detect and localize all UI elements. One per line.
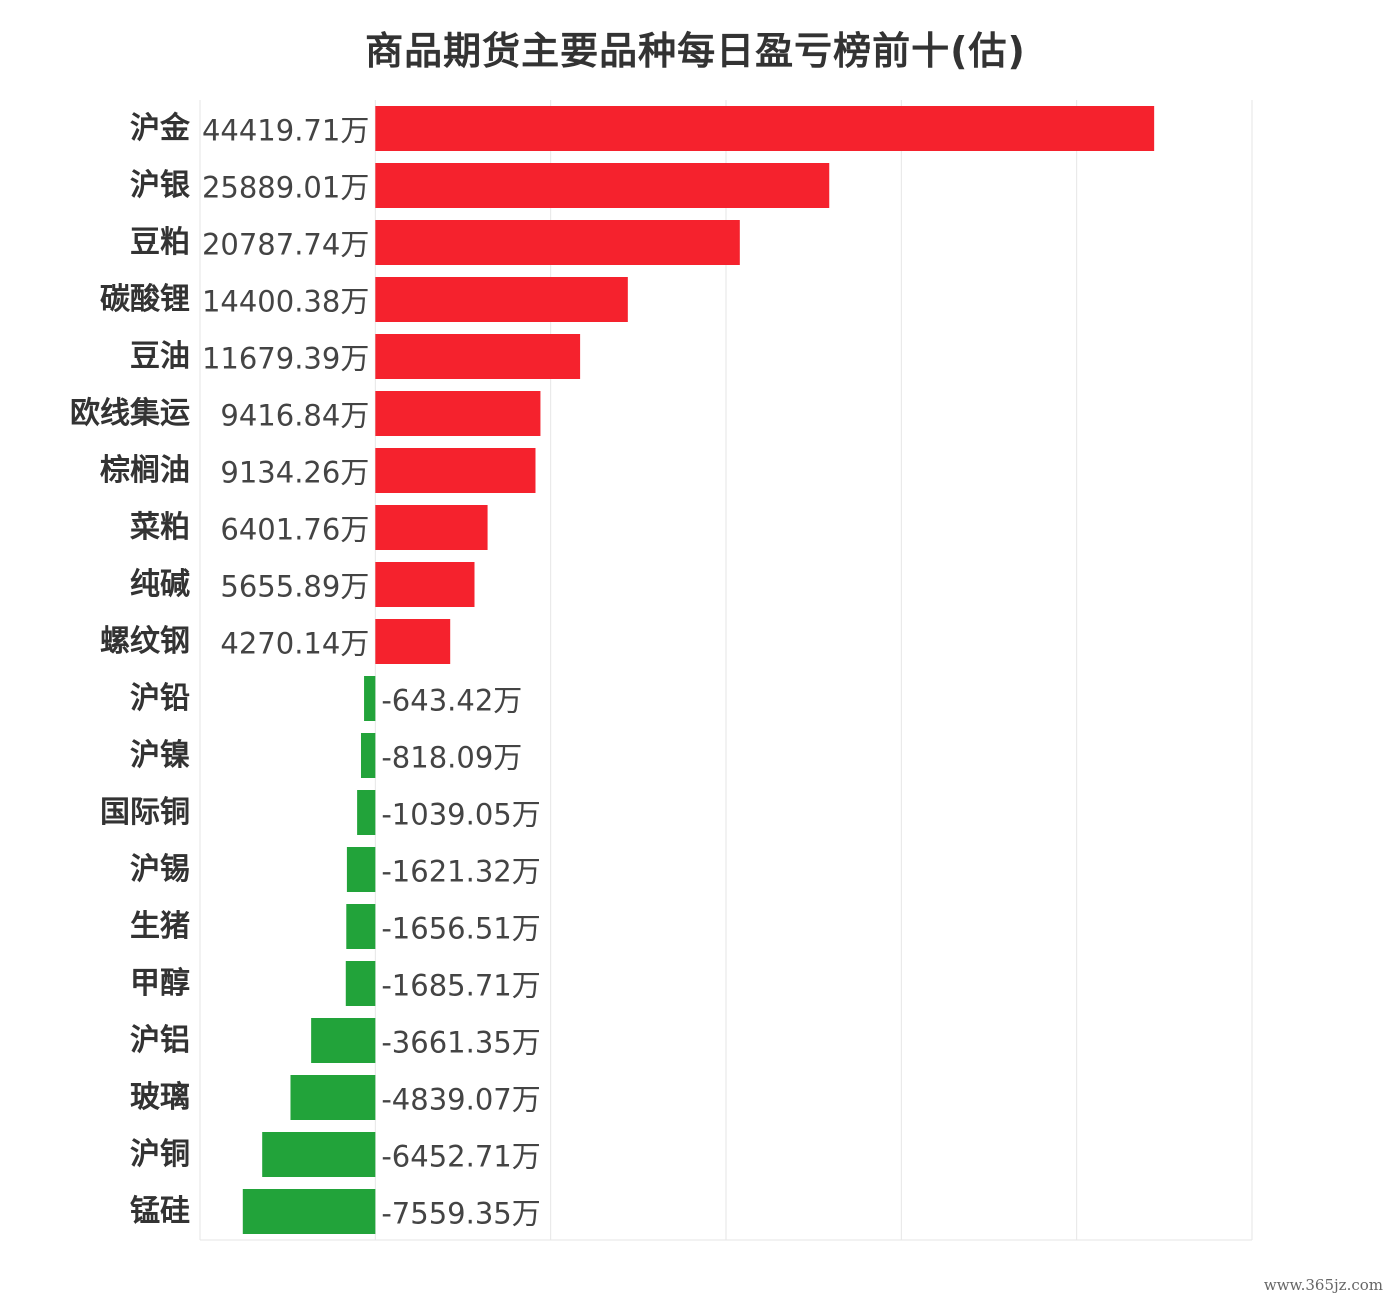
category-label: 豆粕	[130, 225, 190, 260]
bar-profit	[375, 163, 830, 208]
bar-profit	[375, 391, 541, 436]
bar-profit	[375, 277, 628, 322]
category-label: 国际铜	[100, 795, 190, 830]
category-label: 生猪	[130, 909, 190, 944]
category-label: 纯碱	[130, 567, 190, 602]
chart-title: 商品期货主要品种每日盈亏榜前十(估)	[365, 29, 1026, 73]
value-label: 20787.74万	[202, 228, 369, 262]
value-label: -818.09万	[381, 741, 522, 775]
value-label: 4270.14万	[220, 627, 369, 661]
bar-loss	[262, 1132, 376, 1177]
bars	[242, 106, 1155, 1234]
category-label: 沪铜	[130, 1137, 190, 1172]
value-label: -4839.07万	[381, 1083, 540, 1117]
bar-loss	[311, 1018, 376, 1063]
value-label: 11679.39万	[202, 342, 369, 376]
category-label: 甲醇	[130, 966, 190, 1001]
category-label: 锰硅	[130, 1194, 190, 1229]
value-label: -7559.35万	[381, 1197, 540, 1231]
category-label: 豆油	[130, 339, 190, 374]
bar-profit	[375, 448, 536, 493]
value-label: -3661.35万	[381, 1026, 540, 1060]
category-label: 沪镍	[130, 738, 190, 773]
watermark: www.365jz.com	[1263, 1276, 1383, 1294]
value-label: -6452.71万	[381, 1140, 540, 1174]
bar-profit	[375, 619, 451, 664]
category-label: 碳酸锂	[100, 282, 190, 317]
bar-loss	[346, 847, 376, 892]
bar-profit	[375, 334, 581, 379]
grid-lines	[199, 100, 1253, 1241]
bar-loss	[360, 733, 376, 778]
bar-loss	[242, 1189, 376, 1234]
category-label: 沪铝	[130, 1023, 190, 1058]
category-label: 玻璃	[130, 1080, 190, 1115]
bar-profit	[375, 505, 488, 550]
category-label: 棕榈油	[100, 453, 190, 488]
bar-profit	[375, 106, 1155, 151]
value-label: 5655.89万	[220, 570, 369, 604]
category-label: 欧线集运	[70, 396, 190, 431]
value-label: -1656.51万	[381, 912, 540, 946]
value-label: 6401.76万	[220, 513, 369, 547]
value-label: 25889.01万	[202, 171, 369, 205]
bar-profit	[375, 562, 475, 607]
value-label: 14400.38万	[202, 285, 369, 319]
bar-loss	[357, 790, 376, 835]
bar-loss	[364, 676, 376, 721]
category-label: 沪锡	[130, 852, 190, 887]
value-label: -1685.71万	[381, 969, 540, 1003]
bar-loss	[346, 904, 376, 949]
value-label: 9416.84万	[220, 399, 369, 433]
value-label: -643.42万	[381, 684, 522, 718]
bar-loss	[345, 961, 376, 1006]
category-label: 沪银	[130, 168, 190, 203]
bar-profit	[375, 220, 740, 265]
value-label: -1621.32万	[381, 855, 540, 889]
value-label: -1039.05万	[381, 798, 540, 832]
value-label: 44419.71万	[202, 114, 369, 148]
category-label: 沪铅	[130, 681, 190, 716]
category-label: 螺纹钢	[100, 624, 190, 659]
value-label: 9134.26万	[220, 456, 369, 490]
category-label: 菜粕	[130, 510, 190, 545]
bar-loss	[290, 1075, 376, 1120]
category-label: 沪金	[130, 111, 191, 146]
